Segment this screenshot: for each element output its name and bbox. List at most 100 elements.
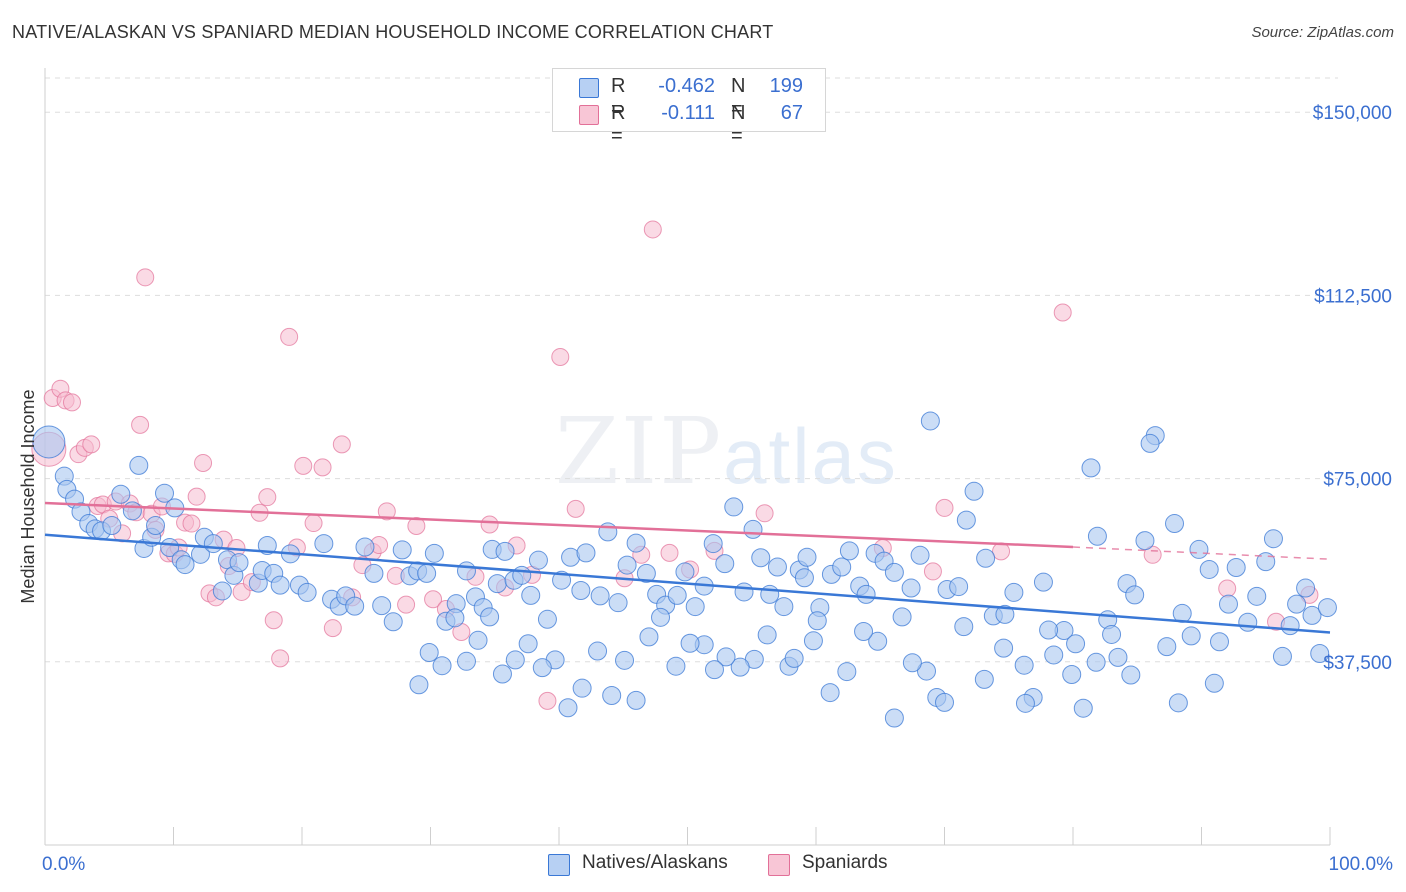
native-alaskan-point bbox=[32, 425, 66, 459]
native-alaskan-point bbox=[175, 555, 195, 575]
n-value: 67 bbox=[780, 102, 803, 124]
n-label: N = bbox=[731, 75, 746, 120]
native-alaskan-point bbox=[270, 575, 290, 595]
native-alaskan-point bbox=[409, 675, 429, 695]
native-alaskan-point bbox=[1296, 578, 1316, 598]
native-alaskan-point bbox=[576, 543, 596, 563]
native-alaskan-point bbox=[1066, 634, 1086, 654]
native-alaskan-point bbox=[297, 582, 317, 602]
native-alaskan-point bbox=[1238, 612, 1258, 632]
native-alaskan-point bbox=[505, 650, 525, 670]
blue-swatch bbox=[548, 854, 570, 876]
native-alaskan-point bbox=[432, 656, 452, 676]
native-alaskan-point bbox=[767, 557, 787, 577]
native-alaskan-point bbox=[730, 657, 750, 677]
native-alaskan-point bbox=[976, 548, 996, 568]
native-alaskan-point bbox=[537, 609, 557, 629]
spaniard-point bbox=[923, 562, 942, 581]
native-alaskan-point bbox=[685, 597, 705, 617]
native-alaskan-point bbox=[229, 553, 249, 573]
native-alaskan-point bbox=[760, 584, 780, 604]
native-alaskan-point bbox=[1044, 645, 1064, 665]
native-alaskan-point bbox=[797, 547, 817, 567]
native-alaskan-point bbox=[424, 543, 444, 563]
y-tick-label: $37,500 bbox=[1323, 653, 1392, 674]
n-value: 199 bbox=[769, 75, 803, 97]
spaniard-point bbox=[377, 502, 396, 521]
spaniard-point bbox=[332, 435, 351, 454]
spaniard-point bbox=[294, 456, 313, 475]
blue-swatch bbox=[579, 78, 599, 98]
native-alaskan-point bbox=[734, 582, 754, 602]
native-alaskan-point bbox=[1062, 665, 1082, 685]
native-alaskan-point bbox=[445, 608, 465, 628]
spaniard-point bbox=[271, 649, 290, 668]
native-alaskan-point bbox=[1081, 458, 1101, 478]
native-alaskan-point bbox=[155, 483, 175, 503]
native-alaskan-point bbox=[639, 627, 659, 647]
native-alaskan-point bbox=[935, 692, 954, 712]
native-alaskan-point bbox=[528, 550, 548, 570]
native-alaskan-point bbox=[383, 612, 403, 632]
chart-title: NATIVE/ALASKAN VS SPANIARD MEDIAN HOUSEH… bbox=[12, 22, 774, 42]
native-alaskan-point bbox=[521, 585, 541, 605]
native-alaskan-point bbox=[1181, 626, 1201, 646]
native-alaskan-point bbox=[558, 698, 578, 718]
pink-swatch bbox=[579, 105, 599, 125]
spaniard-point bbox=[643, 220, 662, 239]
spaniard-point bbox=[407, 516, 426, 535]
spaniard-point bbox=[258, 488, 277, 507]
native-alaskan-point bbox=[820, 683, 840, 703]
native-alaskan-point bbox=[1199, 559, 1219, 579]
native-alaskan-point bbox=[832, 557, 852, 577]
native-alaskan-point bbox=[111, 484, 131, 504]
native-alaskan-point bbox=[854, 622, 874, 642]
native-alaskan-point bbox=[784, 648, 804, 668]
native-alaskan-point bbox=[1087, 526, 1107, 546]
legend-label: Spaniards bbox=[802, 852, 888, 873]
native-alaskan-point bbox=[355, 537, 375, 557]
native-alaskan-point bbox=[1310, 643, 1330, 663]
native-alaskan-point bbox=[956, 510, 976, 530]
native-alaskan-point bbox=[492, 664, 512, 684]
native-alaskan-point bbox=[964, 481, 984, 501]
n-label: N = bbox=[731, 102, 746, 147]
correlation-legend: R = -0.462 N = 199 R = -0.111 N = 67 bbox=[552, 68, 826, 147]
native-alaskan-point bbox=[212, 581, 232, 601]
spaniard-point bbox=[136, 268, 155, 287]
native-alaskan-point bbox=[419, 643, 439, 663]
spaniards-trend-extension bbox=[1072, 546, 1331, 560]
native-alaskan-point bbox=[743, 519, 763, 539]
spaniard-point bbox=[304, 514, 323, 533]
native-alaskan-point bbox=[532, 658, 552, 678]
native-alaskan-point bbox=[1086, 652, 1106, 672]
native-alaskan-point bbox=[1073, 698, 1093, 718]
native-alaskan-point bbox=[1125, 585, 1145, 605]
y-tick-label: $75,000 bbox=[1323, 470, 1392, 491]
native-alaskan-point bbox=[839, 541, 859, 561]
native-alaskan-point bbox=[608, 593, 628, 613]
native-alaskan-point bbox=[1247, 586, 1267, 606]
spaniard-point bbox=[264, 611, 283, 630]
native-alaskan-point bbox=[102, 515, 122, 535]
native-alaskan-point bbox=[949, 577, 969, 597]
native-alaskan-point bbox=[572, 678, 592, 698]
trend-lines bbox=[44, 501, 1331, 634]
legend-label: Natives/Alaskans bbox=[582, 852, 728, 873]
native-alaskan-point bbox=[920, 411, 940, 431]
native-alaskan-point bbox=[667, 585, 687, 605]
spaniard-point bbox=[397, 595, 416, 614]
native-alaskan-point bbox=[974, 669, 994, 689]
native-alaskan-point bbox=[1033, 572, 1053, 592]
native-alaskan-point bbox=[1102, 624, 1122, 644]
y-tick-label: $150,000 bbox=[1313, 103, 1392, 124]
native-alaskan-point bbox=[794, 568, 814, 588]
native-alaskan-point bbox=[615, 650, 635, 670]
native-alaskan-point bbox=[757, 625, 777, 645]
native-alaskan-point bbox=[774, 597, 794, 617]
native-alaskan-point bbox=[1108, 647, 1128, 667]
native-alaskan-point bbox=[868, 631, 888, 651]
r-label: R = bbox=[611, 75, 626, 120]
native-alaskan-point bbox=[1015, 693, 1035, 713]
